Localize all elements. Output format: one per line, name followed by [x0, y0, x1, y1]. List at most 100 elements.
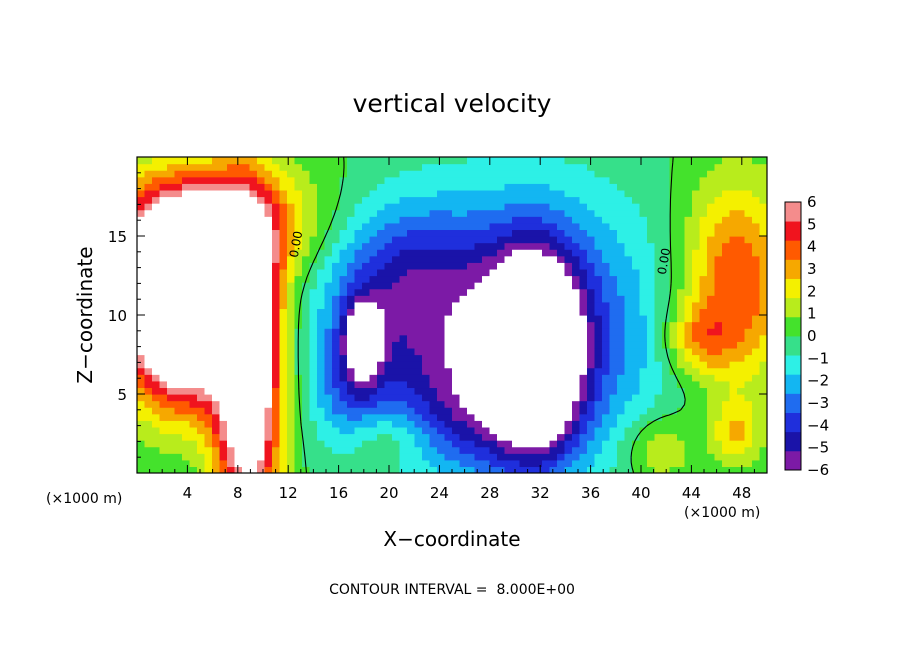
field-cell [527, 407, 536, 415]
field-cell [279, 268, 288, 277]
field-cell [752, 459, 761, 468]
field-cell [572, 328, 581, 336]
field-cell [684, 268, 693, 277]
field-cell [264, 308, 273, 316]
field-cell [197, 176, 206, 184]
field-cell [519, 440, 528, 448]
field-cell [452, 328, 461, 336]
field-cell [377, 255, 386, 263]
field-cell [722, 275, 731, 283]
field-cell [369, 347, 378, 356]
field-cell [467, 453, 476, 461]
field-cell [362, 275, 371, 283]
field-cell [407, 420, 416, 428]
field-cell [174, 341, 183, 349]
field-cell [542, 426, 551, 435]
field-cell [197, 361, 206, 369]
field-cell [744, 288, 753, 296]
field-cell [587, 308, 596, 316]
field-cell [167, 380, 176, 389]
field-cell [339, 347, 348, 356]
field-cell [602, 361, 611, 369]
field-cell [594, 176, 603, 184]
field-cell [212, 196, 221, 204]
field-cell [624, 334, 633, 342]
field-cell [204, 282, 213, 290]
field-cell [744, 282, 753, 290]
field-cell [302, 440, 311, 448]
field-cell [684, 407, 693, 415]
field-cell [377, 380, 386, 389]
field-cell [602, 315, 611, 323]
field-cell [722, 236, 731, 244]
field-cell [549, 295, 558, 303]
field-cell [272, 426, 281, 435]
field-cell [249, 176, 258, 184]
field-cell [264, 170, 273, 178]
field-cell [557, 196, 566, 204]
field-cell [309, 413, 318, 421]
field-cell [677, 275, 686, 283]
field-cell [377, 268, 386, 277]
field-cell [302, 367, 311, 375]
field-cell [324, 222, 333, 231]
field-cell [174, 308, 183, 316]
field-cell [324, 308, 333, 316]
field-cell [497, 176, 506, 184]
field-cell [144, 163, 153, 171]
field-cell [212, 387, 221, 395]
field-cell [257, 308, 266, 316]
field-cell [572, 176, 581, 184]
field-cell [294, 275, 303, 283]
field-cell [684, 242, 693, 250]
field-cell [354, 394, 363, 402]
field-cell [227, 157, 236, 165]
field-cell [489, 282, 498, 290]
field-cell [587, 328, 596, 336]
colorbar-swatch [785, 374, 801, 394]
field-cell [707, 453, 716, 461]
field-cell [399, 433, 408, 441]
field-cell [182, 453, 191, 461]
field-cell [467, 374, 476, 382]
field-cell [662, 249, 671, 257]
field-cell [377, 374, 386, 382]
field-cell [699, 288, 708, 296]
field-cell [249, 196, 258, 204]
field-cell [647, 440, 656, 448]
field-cell [594, 275, 603, 283]
field-cell [189, 347, 198, 356]
field-cell [384, 183, 393, 191]
field-cell [677, 229, 686, 237]
field-cell [242, 380, 251, 389]
field-cell [287, 288, 296, 296]
field-cell [309, 453, 318, 461]
field-cell [167, 157, 176, 165]
field-cell [459, 157, 468, 165]
field-cell [264, 347, 273, 356]
field-cell [377, 176, 386, 184]
field-cell [707, 196, 716, 204]
field-cell [347, 315, 356, 323]
velocity-field [137, 157, 767, 473]
field-cell [542, 315, 551, 323]
field-cell [422, 255, 431, 263]
field-cell [332, 453, 341, 461]
field-cell [557, 315, 566, 323]
field-cell [534, 236, 543, 244]
field-cell [332, 268, 341, 277]
field-cell [557, 209, 566, 217]
field-cell [399, 453, 408, 461]
field-cell [264, 466, 273, 473]
field-cell [632, 268, 641, 277]
field-cell [309, 176, 318, 184]
field-cell [159, 268, 168, 277]
field-cell [257, 380, 266, 389]
field-cell [557, 374, 566, 382]
field-cell [369, 374, 378, 382]
field-cell [144, 262, 153, 270]
field-cell [474, 374, 483, 382]
field-cell [399, 347, 408, 356]
field-cell [459, 407, 468, 415]
field-cell [632, 189, 641, 198]
